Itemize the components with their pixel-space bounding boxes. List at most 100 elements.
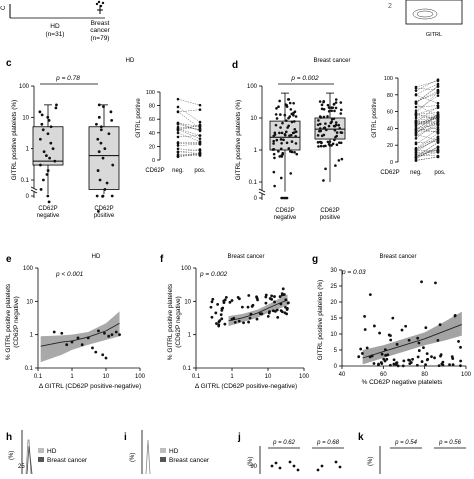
pair-point-neg [415,148,418,151]
data-point [275,107,278,110]
data-point [334,136,337,139]
y-tick-label: 15 [330,316,337,322]
data-point [320,116,323,119]
data-point [329,140,332,143]
data-point [440,353,443,356]
y-tick-label: 20 [330,300,337,306]
pair-point-neg [415,117,418,120]
panel-label-i: i [124,432,127,443]
y-tick-label: 100 [23,266,34,272]
data-point [277,105,280,108]
j-p-0: p = 0.62 [272,440,296,446]
paired-y-tick-label: 100 [384,76,393,82]
panel-g-xlabel: % CD62P negative platelets [362,379,444,386]
data-point [281,152,284,155]
data-point [454,314,457,317]
data-point [389,339,392,342]
pair-point-pos [437,113,440,116]
y-tick-label: 0 [254,196,258,202]
pair-point-neg [177,147,180,150]
data-point [340,108,343,111]
data-point [361,352,364,355]
k-p-0: p = 0.54 [394,440,418,446]
panel-c: c HD p = 0.78 GITRL positive platelets (… [6,58,206,219]
panel-d-cat-0-a: CD62P [275,208,294,214]
data-point [99,179,102,182]
pair-line [178,129,200,136]
data-point [359,348,362,351]
data-point [319,130,322,133]
data-point [396,343,399,346]
data-point [289,150,292,153]
data-point [273,301,276,304]
data-point [402,365,405,368]
x-tick-label: 80 [421,372,428,378]
paired-y-tick-label: 0 [152,158,155,164]
pair-line [178,110,200,112]
panel-label-j: j [237,432,241,443]
data-point [42,179,45,182]
data-point [418,349,421,352]
panel-g-ylabel: GITRL positive platelets (%) [317,280,324,361]
pair-point-pos [199,128,202,131]
data-point [334,125,337,128]
data-point [288,98,291,101]
panel-d-cat-0-b: negative [274,215,297,221]
data-point [215,322,218,325]
data-point [211,298,214,301]
data-point [256,318,259,321]
data-point [385,358,388,361]
data-point [280,142,283,145]
data-point [281,132,284,135]
data-point [430,355,433,358]
data-point [101,195,104,198]
data-point [280,147,283,150]
data-point [384,348,387,351]
data-point [39,138,42,141]
pair-point-pos [437,94,440,97]
data-point [459,364,462,367]
data-point [328,125,331,128]
data-point [336,131,339,134]
data-point [323,145,326,148]
pair-line [416,95,438,103]
data-point [373,362,376,365]
data-point [110,110,113,113]
pair-point-neg [177,132,180,135]
y-tick-label: 1 [254,148,258,154]
data-point [293,120,296,123]
panel-label-e: e [6,254,12,265]
data-point [333,103,336,106]
data-point [339,101,342,104]
pair-point-pos [199,134,202,137]
data-point [273,295,276,298]
data-point [282,139,285,142]
pair-point-neg [415,127,418,130]
pair-point-neg [177,122,180,125]
y-tick-label: 5 [334,348,338,354]
data-point [416,337,419,340]
panel-e-xlabel: Δ GITRL (CD62P positive-negative) [39,383,141,390]
data-point [281,155,284,158]
pair-point-neg [415,102,418,105]
data-point [334,164,337,167]
panel-c-paired-ylabel: GITRL positive [136,98,142,138]
data-point [238,297,241,300]
pair-point-pos [437,79,440,82]
panel-e-title: HD [92,254,101,260]
data-point [77,336,80,339]
panel-label-c: c [6,58,12,69]
data-point [285,104,288,107]
data-point [94,351,97,354]
bottom-row: h (%) 25 HD Breast cancer i (%) HD Breas… [6,430,466,474]
pair-point-pos [437,92,440,95]
y-tick-label: 30 [330,268,337,274]
data-point [46,173,49,176]
y-tick-label: 0.1 [183,366,192,372]
data-point [369,293,372,296]
data-point [417,356,420,359]
data-point [323,127,326,130]
data-point [71,341,74,344]
